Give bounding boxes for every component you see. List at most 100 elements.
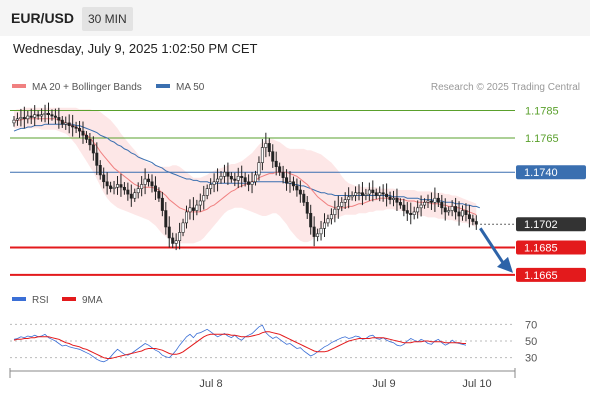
x-tick-label-2: Jul 10 xyxy=(462,378,491,390)
candle-body xyxy=(81,130,85,136)
candle-body xyxy=(460,210,464,217)
candle-body xyxy=(319,228,323,235)
candle-body xyxy=(226,171,230,177)
candle-body xyxy=(281,171,285,178)
candle-body xyxy=(312,226,316,237)
level-label-1.1785: 1.1785 xyxy=(525,106,559,118)
candle-body xyxy=(15,118,19,121)
candle-body xyxy=(195,204,199,211)
candle-body xyxy=(333,208,337,215)
candle-body xyxy=(167,226,171,239)
candle-body xyxy=(409,212,413,215)
candle-body xyxy=(178,232,182,241)
rsi-legend-label-0: RSI xyxy=(32,295,49,306)
candle-body xyxy=(43,112,47,115)
candle-body xyxy=(174,240,178,244)
candle-body xyxy=(347,196,351,200)
candle-body xyxy=(474,221,478,225)
rsi-line xyxy=(13,324,467,363)
candle-body xyxy=(122,186,126,191)
candle-body xyxy=(340,202,344,207)
level-label-1.1665: 1.1665 xyxy=(524,270,558,282)
candle-body xyxy=(19,117,23,120)
candle-body xyxy=(419,204,423,209)
rsi-legend-swatch-0 xyxy=(12,297,26,301)
candle-body xyxy=(267,143,271,152)
candle-body xyxy=(467,214,471,220)
candle-body xyxy=(57,117,61,121)
candle-body xyxy=(250,181,254,185)
candle-body xyxy=(236,176,240,181)
rsi-legend-swatch-1 xyxy=(62,297,76,301)
candle-body xyxy=(322,222,326,229)
candle-body xyxy=(398,202,402,206)
candle-body xyxy=(140,184,144,189)
candle-body xyxy=(88,139,92,146)
timeframe-badge[interactable]: 30 MIN xyxy=(82,7,133,31)
candle-body xyxy=(329,214,333,220)
candle-body xyxy=(254,174,258,183)
level-tag-1.1740 xyxy=(516,165,586,180)
candle-body xyxy=(185,211,189,224)
candle-body xyxy=(209,184,213,189)
candle-body xyxy=(46,112,50,115)
candle-body xyxy=(116,184,120,188)
candle-body xyxy=(40,114,44,117)
candle-body xyxy=(222,171,226,177)
level-label-1.1702: 1.1702 xyxy=(524,219,558,231)
candle-body xyxy=(188,207,192,213)
x-tick-label-1: Jul 9 xyxy=(372,378,395,390)
legend-label-0: MA 20 + Bollinger Bands xyxy=(32,82,142,93)
candle-body xyxy=(60,119,64,125)
candle-body xyxy=(143,178,147,185)
candle-body xyxy=(433,197,437,203)
candle-body xyxy=(385,193,389,198)
candle-body xyxy=(388,196,392,200)
forecast-arrow-head xyxy=(497,256,513,273)
candle-body xyxy=(71,125,75,128)
legend-swatch-0 xyxy=(12,84,26,88)
candle-body xyxy=(181,222,185,233)
candle-body xyxy=(464,210,468,215)
candle-body xyxy=(98,165,102,176)
candle-body xyxy=(364,193,368,196)
instrument-title: EUR/USD xyxy=(11,10,75,26)
candle-body xyxy=(257,162,261,176)
candle-body xyxy=(271,151,275,162)
candle-body xyxy=(416,207,420,213)
candle-body xyxy=(247,181,251,185)
candle-body xyxy=(12,119,16,124)
candle-body xyxy=(240,176,244,178)
candle-body xyxy=(426,200,430,203)
candle-body xyxy=(391,197,395,200)
candle-body xyxy=(33,114,37,118)
candle-body xyxy=(84,134,88,140)
candle-body xyxy=(374,192,378,196)
candle-body xyxy=(53,115,57,118)
rsi-tick-50: 50 xyxy=(525,336,537,348)
candle-body xyxy=(360,192,364,196)
level-tag-1.1665 xyxy=(516,267,586,282)
candle-body xyxy=(136,188,140,194)
candle-body xyxy=(147,178,151,183)
candle-body xyxy=(216,178,220,183)
candle-body xyxy=(29,115,33,118)
candle-body xyxy=(105,181,109,187)
candle-body xyxy=(102,174,106,183)
candle-body xyxy=(443,207,447,213)
candle-body xyxy=(471,218,475,222)
candle-body xyxy=(274,160,278,168)
candle-body xyxy=(378,192,382,196)
datetime-label: Wednesday, July 9, 2025 1:02:50 PM CET xyxy=(13,41,258,56)
candle-body xyxy=(343,199,347,203)
candle-body xyxy=(202,195,206,202)
candle-body xyxy=(371,189,375,194)
candle-body xyxy=(302,193,306,203)
candle-body xyxy=(91,144,95,154)
candle-body xyxy=(157,191,161,199)
candle-body xyxy=(350,195,354,198)
candle-body xyxy=(354,192,358,196)
candle-body xyxy=(305,202,309,214)
candle-body xyxy=(367,189,371,195)
rsi-ma-line xyxy=(13,331,466,359)
